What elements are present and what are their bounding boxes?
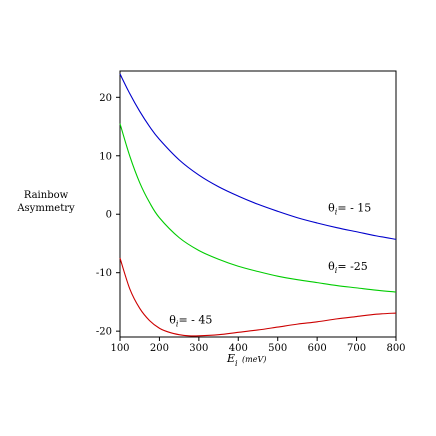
y-tick-label: 0 xyxy=(106,210,112,221)
y-tick-label: -10 xyxy=(96,268,112,279)
series-annotation: θi= -25 xyxy=(328,260,368,275)
x-tick-label: 200 xyxy=(150,343,169,354)
x-axis-title-unit: (meV) xyxy=(242,355,266,364)
x-tick-label: 700 xyxy=(347,343,366,354)
x-tick-label: 300 xyxy=(189,343,208,354)
x-tick-label: 400 xyxy=(229,343,248,354)
annotations-group: θi= - 15 θi= -25 θi= - 45 xyxy=(169,201,371,328)
x-tick-label: 600 xyxy=(308,343,327,354)
x-axis-title: E i (meV) xyxy=(226,352,266,368)
series-line-theta-15 xyxy=(119,73,397,240)
plot-frame xyxy=(119,70,397,338)
y-axis: 20 10 0 -10 -20 xyxy=(96,93,120,338)
x-axis-title-sub: i xyxy=(235,359,238,368)
x-tick-label: 800 xyxy=(386,343,405,354)
x-axis: 100 200 300 400 500 600 700 800 xyxy=(110,337,406,354)
series-annotation: θi= - 15 xyxy=(328,201,371,216)
series-group xyxy=(119,73,397,337)
y-tick-label: -20 xyxy=(96,327,112,338)
y-tick-label: 10 xyxy=(99,151,112,162)
series-line-theta-45 xyxy=(119,257,397,337)
y-axis-title-line2: Asymmetry xyxy=(16,203,75,214)
x-tick-label: 500 xyxy=(268,343,287,354)
series-annotation: θi= - 45 xyxy=(169,314,212,329)
x-axis-title-main: E xyxy=(226,352,235,365)
y-tick-label: 20 xyxy=(99,93,112,104)
x-tick-label: 100 xyxy=(110,343,129,354)
y-axis-title-line1: Rainbow xyxy=(24,190,69,201)
series-line-theta-25 xyxy=(119,123,397,293)
